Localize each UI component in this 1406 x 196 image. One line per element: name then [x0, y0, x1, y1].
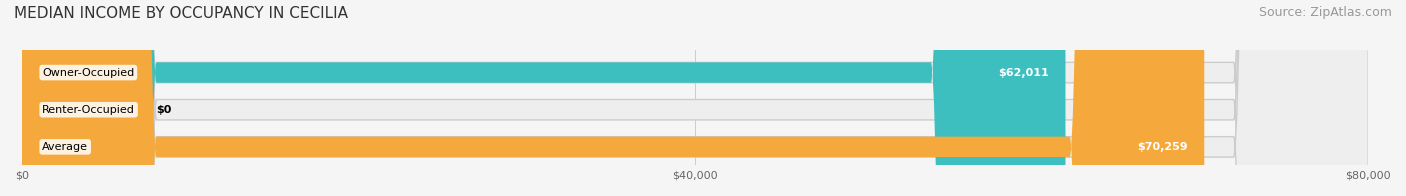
Text: Renter-Occupied: Renter-Occupied [42, 105, 135, 115]
FancyBboxPatch shape [22, 0, 1368, 196]
Text: $62,011: $62,011 [998, 68, 1049, 78]
Text: $70,259: $70,259 [1137, 142, 1188, 152]
FancyBboxPatch shape [22, 0, 1205, 196]
FancyBboxPatch shape [22, 0, 1368, 196]
Text: $0: $0 [156, 105, 172, 115]
FancyBboxPatch shape [22, 0, 1368, 196]
Text: Average: Average [42, 142, 89, 152]
FancyBboxPatch shape [22, 0, 1066, 196]
Text: Source: ZipAtlas.com: Source: ZipAtlas.com [1258, 6, 1392, 19]
Text: Owner-Occupied: Owner-Occupied [42, 68, 135, 78]
Text: MEDIAN INCOME BY OCCUPANCY IN CECILIA: MEDIAN INCOME BY OCCUPANCY IN CECILIA [14, 6, 349, 21]
